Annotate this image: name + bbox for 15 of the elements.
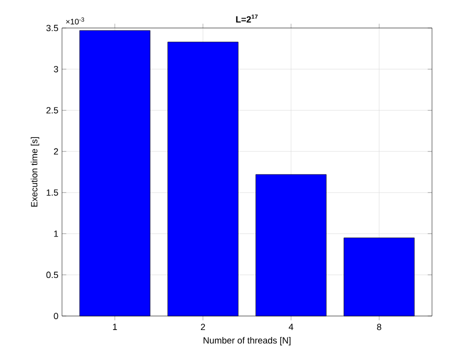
x-tick-label: 2 bbox=[200, 324, 205, 330]
chart-title: L=2$^{17}$ bbox=[236, 14, 258, 22]
x-axis-title: Number of threads [N] bbox=[204, 336, 290, 346]
y-tick-label: 1 bbox=[54, 230, 58, 237]
y-tick-label: 2 bbox=[54, 148, 58, 155]
y-tick-label: 2.5 bbox=[46, 107, 58, 114]
y-tick-label: 3 bbox=[54, 66, 58, 72]
x-tick-label: 8 bbox=[377, 324, 382, 330]
y-tick-label: 0.5 bbox=[46, 272, 58, 278]
y-tick-label: 3.5 bbox=[46, 24, 58, 32]
x-tick-label: 4 bbox=[288, 324, 294, 330]
x-tick-label: 1 bbox=[113, 324, 117, 330]
y-tick-label: 0 bbox=[54, 312, 58, 320]
y-axis-title: Execution time [s] bbox=[30, 137, 40, 207]
y-tick-label: 1.5 bbox=[46, 189, 58, 196]
